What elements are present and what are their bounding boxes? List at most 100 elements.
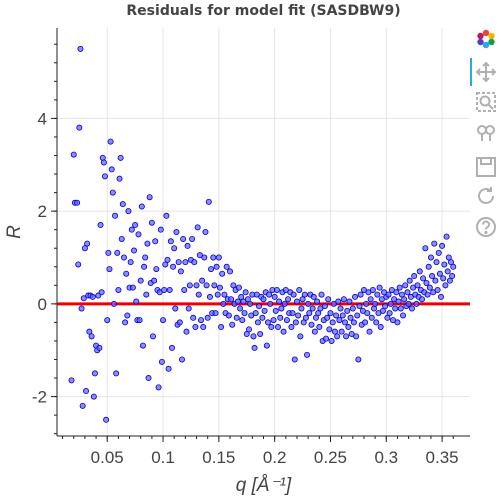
data-point xyxy=(151,277,158,284)
data-point xyxy=(114,249,121,256)
data-point xyxy=(137,277,144,284)
data-point xyxy=(271,293,278,300)
data-point xyxy=(367,296,374,303)
data-point xyxy=(329,319,336,326)
data-point xyxy=(129,284,136,291)
data-point xyxy=(323,335,330,342)
data-point xyxy=(120,254,127,261)
data-point xyxy=(295,312,302,319)
data-point xyxy=(168,344,175,351)
data-point xyxy=(98,289,105,296)
data-point xyxy=(210,254,217,261)
data-point xyxy=(106,266,113,273)
data-point xyxy=(362,319,369,326)
data-point xyxy=(298,305,305,312)
data-point xyxy=(164,256,171,263)
data-point xyxy=(214,291,221,298)
data-point xyxy=(131,247,138,254)
data-point xyxy=(177,268,184,275)
data-point xyxy=(331,328,338,335)
data-point xyxy=(205,198,212,205)
active-tool-indicator xyxy=(470,58,472,86)
data-point xyxy=(208,266,215,273)
pan-icon[interactable] xyxy=(475,61,497,83)
data-point xyxy=(138,203,145,210)
x-tick-label: 0.1 xyxy=(151,448,175,467)
data-point xyxy=(422,245,429,252)
data-point xyxy=(260,296,267,303)
wheel-zoom-icon[interactable] xyxy=(475,121,497,143)
data-point xyxy=(420,275,427,282)
data-point xyxy=(386,310,393,317)
bokeh-logo-icon[interactable] xyxy=(475,28,497,50)
data-point xyxy=(192,324,199,331)
data-point xyxy=(423,279,430,286)
data-point xyxy=(405,300,412,307)
data-point xyxy=(74,199,81,206)
data-point xyxy=(257,330,264,337)
data-point xyxy=(325,296,332,303)
chart-title: Residuals for model fit (SASDBW9) xyxy=(126,3,401,19)
data-point xyxy=(115,286,122,293)
data-point xyxy=(442,282,449,289)
data-point xyxy=(245,326,252,333)
data-point xyxy=(268,324,275,331)
data-point xyxy=(233,314,240,321)
data-point xyxy=(336,317,343,324)
data-point xyxy=(108,166,115,173)
data-point xyxy=(302,314,309,321)
data-point xyxy=(184,242,191,249)
data-point xyxy=(335,298,342,305)
x-tick-label: 0.2 xyxy=(263,448,287,467)
data-point xyxy=(277,314,284,321)
x-tick-label: 0.05 xyxy=(91,448,124,467)
data-point xyxy=(89,293,96,300)
data-point xyxy=(308,321,315,328)
data-point xyxy=(250,333,257,340)
data-point xyxy=(113,370,120,377)
data-point xyxy=(377,324,384,331)
data-point xyxy=(136,317,143,324)
data-point xyxy=(161,286,168,293)
data-point xyxy=(229,321,236,328)
data-point xyxy=(176,319,183,326)
data-points xyxy=(68,45,457,423)
data-point xyxy=(225,312,232,319)
data-point xyxy=(195,291,202,298)
data-point xyxy=(435,249,442,256)
data-point xyxy=(445,254,452,261)
data-point xyxy=(146,194,153,201)
data-point xyxy=(395,298,402,305)
x-tick-label: 0.15 xyxy=(202,448,235,467)
save-icon[interactable] xyxy=(475,156,497,178)
data-point xyxy=(107,138,114,145)
data-point xyxy=(251,344,258,351)
data-point xyxy=(314,298,321,305)
data-point xyxy=(223,263,230,270)
y-tick-label: 2 xyxy=(38,202,47,221)
data-point xyxy=(149,333,156,340)
data-point xyxy=(247,300,254,307)
data-point xyxy=(273,286,280,293)
reset-icon[interactable] xyxy=(475,185,497,207)
data-point xyxy=(199,277,206,284)
data-point xyxy=(201,254,208,261)
data-point xyxy=(221,291,228,298)
data-point xyxy=(338,328,345,335)
data-point xyxy=(327,310,334,317)
data-point xyxy=(275,324,282,331)
data-point xyxy=(321,303,328,310)
data-point xyxy=(278,305,285,312)
data-point xyxy=(180,235,187,242)
box-zoom-icon[interactable] xyxy=(475,91,497,113)
data-point xyxy=(304,351,311,358)
data-point xyxy=(206,293,213,300)
data-point xyxy=(334,333,341,340)
data-point xyxy=(124,312,131,319)
data-point xyxy=(191,259,198,266)
y-axis-label: R xyxy=(4,225,25,239)
data-point xyxy=(293,298,300,305)
data-point xyxy=(158,358,165,365)
help-icon[interactable] xyxy=(475,216,497,238)
